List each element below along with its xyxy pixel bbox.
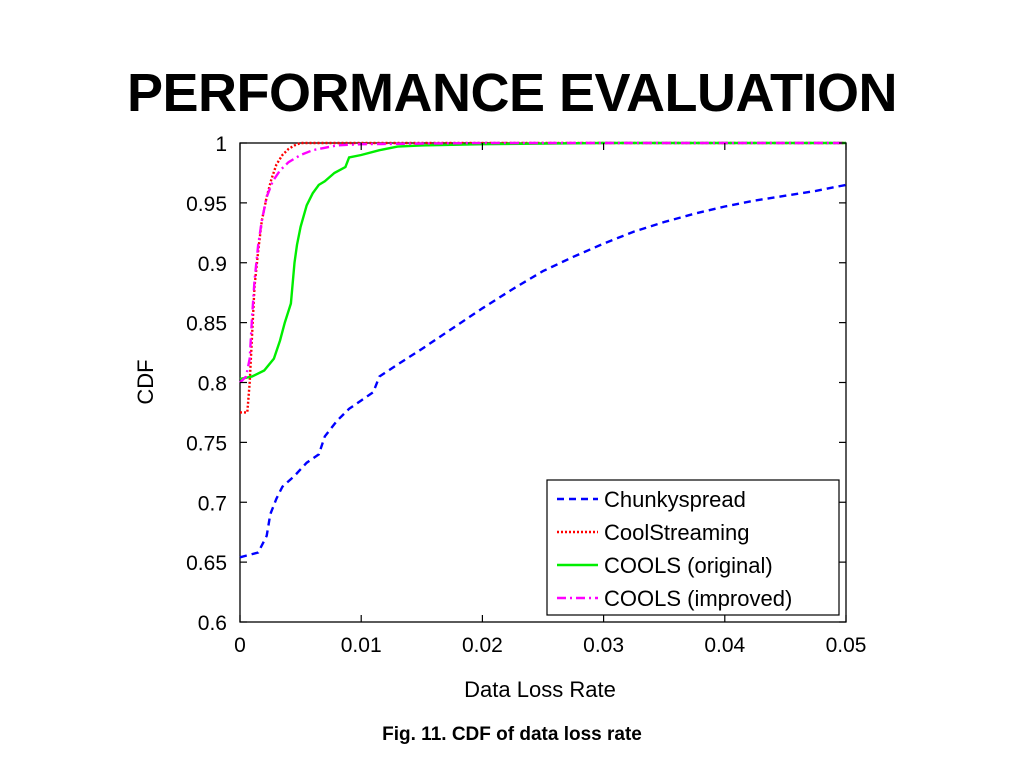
series-line-2 xyxy=(240,141,846,414)
slide-title: PERFORMANCE EVALUATION xyxy=(127,63,898,123)
x-tick-label: 0.04 xyxy=(704,634,745,657)
x-tick-label: 0 xyxy=(234,634,246,657)
y-tick-label: 0.7 xyxy=(198,492,227,515)
legend-label-4: COOLS (improved) xyxy=(604,586,792,611)
x-tick-label: 0.02 xyxy=(462,634,503,657)
x-tick-label: 0.01 xyxy=(341,634,382,657)
series-line-3 xyxy=(239,141,846,381)
y-tick-label: 0.6 xyxy=(198,612,227,635)
legend-label-2: CoolStreaming xyxy=(604,520,750,545)
series-line-4 xyxy=(239,141,846,384)
y-tick-label: 1 xyxy=(215,133,227,156)
series-lines xyxy=(239,141,847,559)
series-line-1 xyxy=(239,183,847,559)
x-tick-label: 0.03 xyxy=(583,634,624,657)
y-tick-label: 0.95 xyxy=(186,193,227,216)
y-axis: 0.6 0.65 0.7 0.75 0.8 0.85 0.9 0.95 1 xyxy=(186,133,846,635)
x-axis-label: Data Loss Rate xyxy=(464,677,616,702)
y-tick-label: 0.85 xyxy=(186,313,227,336)
y-axis-label: CDF xyxy=(133,359,158,404)
legend-label-1: Chunkyspread xyxy=(604,487,746,512)
x-axis: 0 0.01 0.02 0.03 0.04 0.05 xyxy=(234,143,866,657)
figure-caption: Fig. 11. CDF of data loss rate xyxy=(382,724,642,745)
y-tick-label: 0.75 xyxy=(186,432,227,455)
y-tick-label: 0.65 xyxy=(186,552,227,575)
legend: Chunkyspread CoolStreaming COOLS (original… xyxy=(546,479,840,616)
y-tick-label: 0.8 xyxy=(198,373,227,396)
legend-label-3: COOLS (original) xyxy=(604,553,773,578)
legend-box xyxy=(546,479,840,616)
x-tick-label: 0.05 xyxy=(826,634,867,657)
y-tick-label: 0.9 xyxy=(198,253,227,276)
